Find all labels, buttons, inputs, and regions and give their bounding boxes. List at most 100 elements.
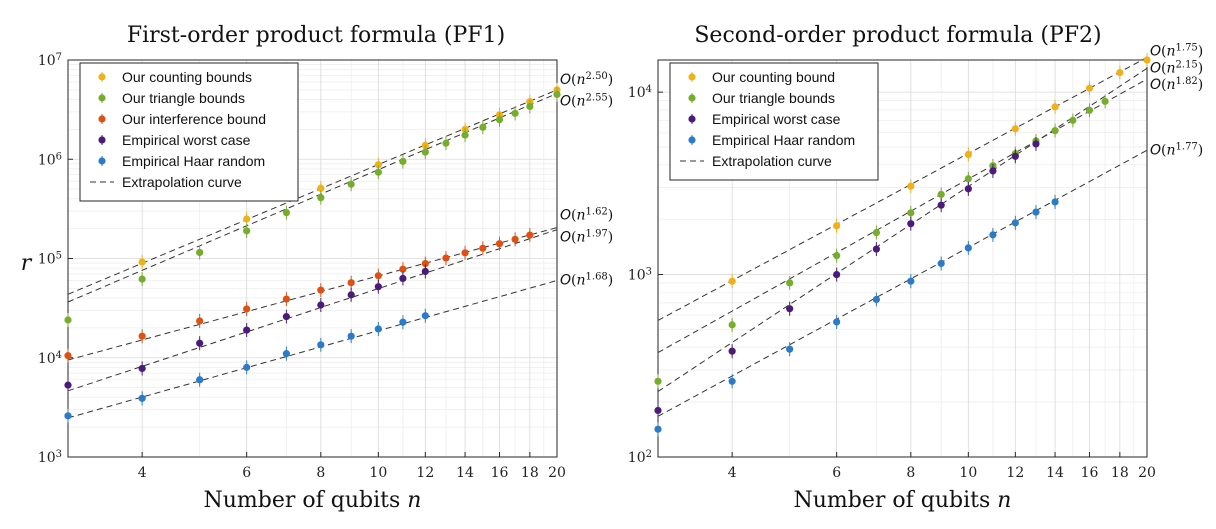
series-our-triangle-bounds [64,87,561,328]
data-point [374,168,382,176]
data-point [495,240,504,248]
data-point [728,277,736,285]
grid [67,59,558,458]
data-point [786,305,794,313]
data-point [347,332,355,340]
data-point [196,317,204,325]
data-point [282,312,290,321]
data-point [1051,127,1059,135]
data-point [1011,219,1019,227]
data-point [442,254,450,262]
legend-marker [688,94,696,102]
legend-label: Extrapolation curve [712,153,832,169]
data-point [138,258,146,266]
data-point [282,350,290,358]
data-point [654,425,662,433]
y-tick-label: 107 [38,52,62,70]
legend-label: Our counting bounds [122,69,252,85]
data-point [1051,198,1059,206]
legend-marker [98,136,106,144]
x-tick-label: 18 [521,465,539,481]
data-point [872,295,880,304]
extrapolation-label: O(n2.50) [560,70,613,88]
data-point [374,325,382,333]
data-point [964,175,972,183]
data-point [138,394,146,402]
legend-marker [688,115,696,123]
data-point [907,220,915,228]
legend-label: Our counting bound [712,69,835,85]
legend-label: Empirical Haar random [122,153,265,169]
extrapolation-curve [657,56,1148,321]
series-empirical-haar-random [654,194,1059,437]
x-tick-label: 6 [242,465,251,481]
legend-label: Empirical Haar random [712,132,855,148]
data-point [833,270,841,279]
data-point [937,190,945,199]
data-point [347,291,355,299]
x-tick-label: 12 [1006,465,1024,481]
data-point [347,279,355,287]
legend-label: Our triangle bounds [122,90,245,106]
legend-marker [688,73,696,81]
data-point [138,275,146,283]
extrapolation-curve [67,93,558,303]
x-tick-label: 20 [1138,465,1156,481]
data-point [786,345,794,353]
data-point [317,341,325,349]
legend: Our counting bounds Our triangle bounds Ou… [79,62,299,202]
data-point [989,231,997,239]
data-point [1085,106,1094,114]
data-point [1069,116,1077,124]
data-point [399,157,407,166]
legend: Our counting bound Our triangle bounds Emp… [669,62,879,181]
y-tick-label: 105 [38,250,62,268]
legend-label: Our triangle bounds [712,90,835,106]
data-point [282,209,290,217]
data-point [421,259,429,268]
data-point [399,318,407,326]
data-point [964,150,972,159]
data-point [1032,140,1040,148]
legend-box [669,62,879,181]
legend-label: Empirical worst case [712,111,841,127]
y-tick-label: 106 [38,151,62,169]
extrapolation-label: O(n1.62) [560,206,613,224]
data-point [64,381,72,389]
legend-marker [98,94,106,102]
x-tick-label: 4 [138,465,147,481]
extrapolation-label: O(n1.77) [1150,141,1203,159]
data-point [243,215,251,223]
extrapolation-curve [67,280,558,419]
extrapolation-label: O(n1.75) [1150,42,1203,60]
data-point [479,244,487,252]
series-empirical-worst-case [654,136,1040,418]
data-point [1051,103,1059,111]
x-tick-label: 4 [728,465,737,481]
data-point [243,326,251,334]
x-tick-label: 6 [832,465,841,481]
x-tick-label: 12 [416,465,434,481]
data-point [728,321,736,329]
data-point [1032,208,1040,216]
extrapolation-label: O(n2.15) [1150,59,1203,77]
series-our-interference-bound [64,228,534,363]
legend-label: Extrapolation curve [122,174,242,190]
extrapolation-label: O(n2.55) [560,92,613,110]
x-tick-label: 16 [491,465,509,481]
data-point [282,295,290,303]
legend-marker [688,136,696,144]
y-axis-title: r [21,251,33,276]
data-point [347,180,355,188]
data-point [937,259,945,268]
data-point [64,316,72,324]
y-tick-label: 104 [38,349,62,367]
data-point [833,318,841,326]
data-point [64,352,72,360]
data-point [964,185,972,193]
data-point [526,231,534,239]
data-point [964,244,972,252]
chart-title: Second-order product formula (PF2) [694,23,1101,48]
